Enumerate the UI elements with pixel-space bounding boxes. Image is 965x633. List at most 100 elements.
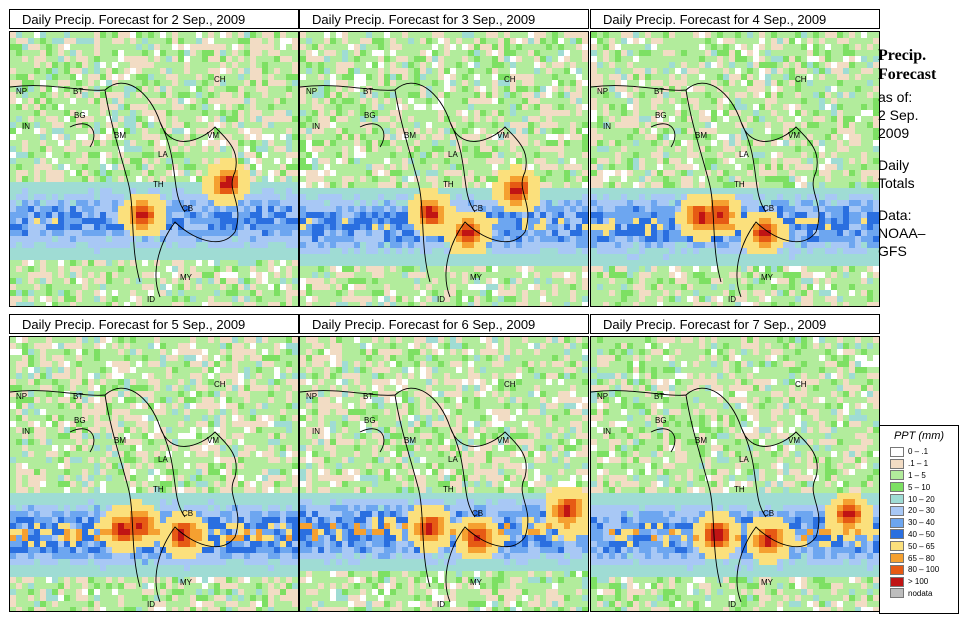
country-label: BT bbox=[73, 392, 83, 401]
legend-item: .1 – 1 bbox=[890, 458, 958, 470]
totals-label-1: Daily bbox=[878, 157, 910, 173]
country-label: CB bbox=[182, 509, 193, 518]
country-label: BT bbox=[654, 392, 664, 401]
precip-map-svg: NP BT IN BG BM CH VM LA TH CB MY ID bbox=[10, 32, 298, 306]
country-label: IN bbox=[603, 427, 611, 436]
country-label: ID bbox=[728, 600, 736, 609]
totals-label-2: Totals bbox=[878, 175, 915, 191]
legend-item: 1 – 5 bbox=[890, 470, 958, 482]
country-label: ID bbox=[728, 295, 736, 304]
country-label: BG bbox=[364, 111, 376, 120]
country-label: LA bbox=[448, 455, 458, 464]
country-label: LA bbox=[739, 150, 749, 159]
country-label: IN bbox=[312, 122, 320, 131]
country-label: MY bbox=[180, 273, 193, 282]
country-label: NP bbox=[306, 87, 317, 96]
country-label: VM bbox=[207, 131, 219, 140]
legend-swatch bbox=[890, 564, 904, 575]
legend-label: 40 – 50 bbox=[908, 529, 935, 539]
country-label: VM bbox=[497, 436, 509, 445]
as-of-year: 2009 bbox=[878, 125, 910, 141]
legend-swatch bbox=[890, 576, 904, 587]
legend-label: 65 – 80 bbox=[908, 553, 935, 563]
panel-title: Daily Precip. Forecast for 3 Sep., 2009 bbox=[299, 9, 589, 29]
country-label: ID bbox=[147, 600, 155, 609]
country-label: IN bbox=[603, 122, 611, 131]
legend-item: 20 – 30 bbox=[890, 505, 958, 517]
country-label: TH bbox=[443, 180, 454, 189]
panel-title: Daily Precip. Forecast for 5 Sep., 2009 bbox=[9, 314, 299, 334]
legend-item: 5 – 10 bbox=[890, 481, 958, 493]
country-label: VM bbox=[497, 131, 509, 140]
country-label: BG bbox=[364, 416, 376, 425]
country-label: NP bbox=[597, 392, 608, 401]
legend-swatch bbox=[890, 541, 904, 552]
legend-swatch bbox=[890, 588, 904, 599]
legend-swatch bbox=[890, 446, 904, 457]
legend-item: nodata bbox=[890, 588, 958, 600]
country-label: BM bbox=[404, 131, 416, 140]
country-label: TH bbox=[153, 180, 164, 189]
country-label: BT bbox=[654, 87, 664, 96]
legend-swatch bbox=[890, 494, 904, 505]
precip-map: NP BT IN BG BM CH VM LA TH CB MY ID bbox=[9, 336, 299, 612]
legend-swatch bbox=[890, 529, 904, 540]
country-label: BM bbox=[114, 131, 126, 140]
country-label: NP bbox=[16, 87, 27, 96]
country-label: CH bbox=[795, 75, 807, 84]
country-label: BG bbox=[74, 416, 86, 425]
country-label: BM bbox=[695, 131, 707, 140]
country-label: CH bbox=[795, 380, 807, 389]
country-label: CB bbox=[763, 204, 774, 213]
legend-swatch bbox=[890, 482, 904, 493]
legend-label: 5 – 10 bbox=[908, 482, 931, 492]
country-label: CH bbox=[504, 380, 516, 389]
legend-item: 40 – 50 bbox=[890, 529, 958, 541]
data-source-1: NOAA– bbox=[878, 225, 926, 241]
legend-item: 0 – .1 bbox=[890, 446, 958, 458]
legend-swatch bbox=[890, 553, 904, 564]
data-source-2: GFS bbox=[878, 243, 907, 259]
precip-map: NP BT IN BG BM CH VM LA TH CB MY ID bbox=[299, 336, 589, 612]
country-label: ID bbox=[147, 295, 155, 304]
legend-item: 80 – 100 bbox=[890, 564, 958, 576]
country-label: BG bbox=[74, 111, 86, 120]
country-label: MY bbox=[761, 273, 774, 282]
country-label: LA bbox=[448, 150, 458, 159]
country-label: BM bbox=[404, 436, 416, 445]
country-label: TH bbox=[153, 485, 164, 494]
country-label: LA bbox=[739, 455, 749, 464]
country-label: LA bbox=[158, 150, 168, 159]
country-label: BT bbox=[363, 392, 373, 401]
country-label: MY bbox=[761, 578, 774, 587]
country-label: BM bbox=[114, 436, 126, 445]
precip-map: NP BT IN BG BM CH VM LA TH CB MY ID bbox=[299, 31, 589, 307]
country-label: CH bbox=[504, 75, 516, 84]
country-label: ID bbox=[437, 600, 445, 609]
legend-label: 30 – 40 bbox=[908, 518, 935, 528]
country-label: CB bbox=[763, 509, 774, 518]
as-of-label: as of: bbox=[878, 89, 913, 105]
country-label: TH bbox=[734, 180, 745, 189]
country-label: CB bbox=[472, 204, 483, 213]
legend-label: 0 – .1 bbox=[908, 447, 929, 457]
country-label: LA bbox=[158, 455, 168, 464]
country-label: CB bbox=[182, 204, 193, 213]
legend-swatch bbox=[890, 458, 904, 469]
precip-map: NP BT IN BG BM CH VM LA TH CB MY ID bbox=[590, 336, 880, 612]
country-label: IN bbox=[22, 427, 30, 436]
sidebar-heading-2: Forecast bbox=[878, 66, 937, 83]
country-label: VM bbox=[788, 131, 800, 140]
country-label: BM bbox=[695, 436, 707, 445]
country-label: VM bbox=[788, 436, 800, 445]
country-label: VM bbox=[207, 436, 219, 445]
country-label: IN bbox=[312, 427, 320, 436]
country-label: BG bbox=[655, 416, 667, 425]
panel-title: Daily Precip. Forecast for 2 Sep., 2009 bbox=[9, 9, 299, 29]
country-label: ID bbox=[437, 295, 445, 304]
data-label: Data: bbox=[878, 207, 912, 223]
precip-map-svg: NP BT IN BG BM CH VM LA TH CB MY ID bbox=[10, 337, 298, 611]
precip-map-svg: NP BT IN BG BM CH VM LA TH CB MY ID bbox=[591, 337, 879, 611]
legend-label: .1 – 1 bbox=[908, 459, 929, 469]
country-label: BG bbox=[655, 111, 667, 120]
